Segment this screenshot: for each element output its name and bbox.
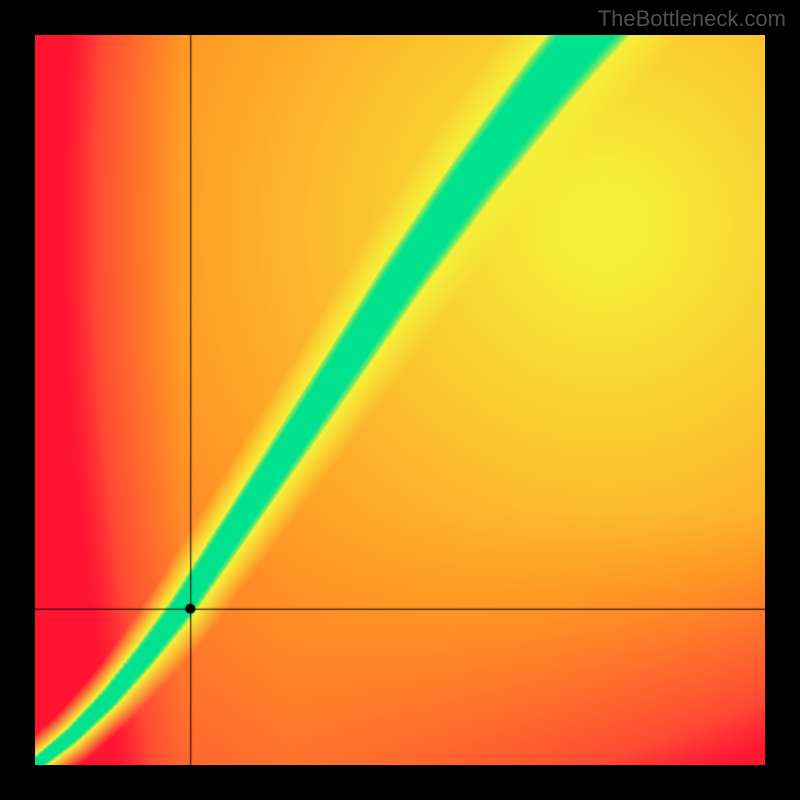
watermark-text: TheBottleneck.com (598, 6, 786, 32)
heatmap-plot (35, 35, 765, 765)
heatmap-canvas (35, 35, 765, 765)
chart-container: TheBottleneck.com (0, 0, 800, 800)
